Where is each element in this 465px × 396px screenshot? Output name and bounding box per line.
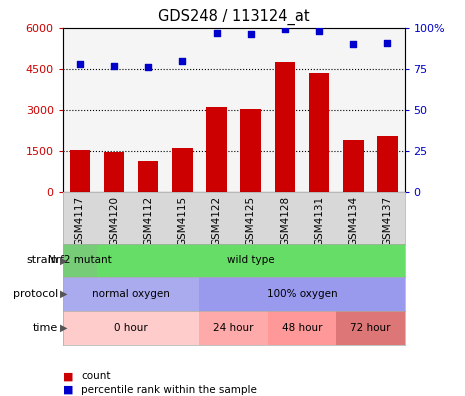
Point <box>213 29 220 36</box>
Bar <box>343 140 364 192</box>
Point <box>281 26 289 32</box>
Text: GSM4120: GSM4120 <box>109 196 119 246</box>
Text: GSM4112: GSM4112 <box>143 196 153 246</box>
Text: ■: ■ <box>63 371 73 381</box>
Bar <box>104 152 124 192</box>
Text: GSM4137: GSM4137 <box>382 196 392 246</box>
Point <box>384 39 391 46</box>
Text: strain: strain <box>26 255 58 265</box>
Text: 0 hour: 0 hour <box>114 323 148 333</box>
Point <box>76 61 84 67</box>
Text: normal oxygen: normal oxygen <box>92 289 170 299</box>
Text: GSM4122: GSM4122 <box>212 196 222 246</box>
Text: 48 hour: 48 hour <box>282 323 322 333</box>
Bar <box>138 160 159 192</box>
Bar <box>172 148 193 192</box>
Text: GSM4117: GSM4117 <box>75 196 85 246</box>
Bar <box>275 62 295 192</box>
Text: time: time <box>33 323 58 333</box>
Text: 100% oxygen: 100% oxygen <box>267 289 337 299</box>
Bar <box>206 107 227 192</box>
Text: 24 hour: 24 hour <box>213 323 254 333</box>
Text: protocol: protocol <box>13 289 58 299</box>
Point <box>145 64 152 70</box>
Text: GSM4128: GSM4128 <box>280 196 290 246</box>
Text: GSM4125: GSM4125 <box>246 196 256 246</box>
Text: 72 hour: 72 hour <box>350 323 391 333</box>
Bar <box>309 73 329 192</box>
Text: percentile rank within the sample: percentile rank within the sample <box>81 385 257 395</box>
Text: Nrf2 mutant: Nrf2 mutant <box>48 255 112 265</box>
Bar <box>63 277 199 311</box>
Text: GSM4115: GSM4115 <box>177 196 187 246</box>
Bar <box>199 311 268 345</box>
Bar <box>336 311 405 345</box>
Title: GDS248 / 113124_at: GDS248 / 113124_at <box>158 9 310 25</box>
Text: count: count <box>81 371 111 381</box>
Bar <box>199 277 405 311</box>
Point <box>110 62 118 69</box>
Bar <box>63 311 199 345</box>
Text: ▶: ▶ <box>60 255 68 265</box>
Bar <box>63 244 97 277</box>
Text: wild type: wild type <box>227 255 274 265</box>
Bar <box>268 311 336 345</box>
Text: ■: ■ <box>63 385 73 395</box>
Text: GSM4134: GSM4134 <box>348 196 359 246</box>
Text: ▶: ▶ <box>60 289 68 299</box>
Point <box>315 28 323 34</box>
Point <box>350 41 357 47</box>
Bar <box>70 150 90 192</box>
Point <box>247 31 254 38</box>
Text: ▶: ▶ <box>60 323 68 333</box>
Bar <box>240 109 261 192</box>
Bar <box>377 136 398 192</box>
Text: GSM4131: GSM4131 <box>314 196 324 246</box>
Point <box>179 57 186 64</box>
